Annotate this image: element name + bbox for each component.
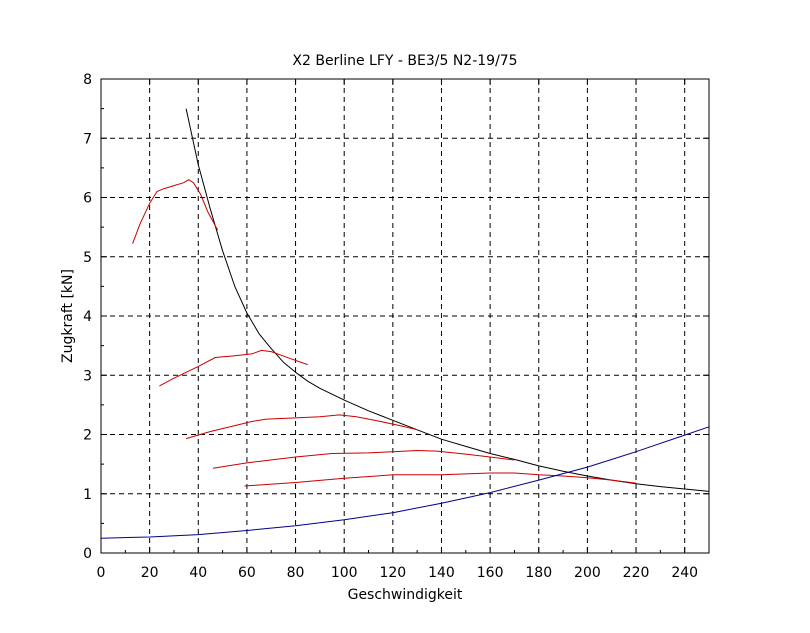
x-tick-label: 100	[331, 565, 358, 581]
y-tick-label: 1	[83, 487, 92, 503]
x-tick-label: 200	[574, 565, 601, 581]
y-tick-label: 0	[83, 546, 92, 562]
envelope-curve-0	[185, 108, 710, 492]
x-tick-label: 40	[189, 565, 207, 581]
y-tick-label: 8	[83, 72, 92, 88]
gear-curve-5	[244, 472, 637, 487]
y-tick-label: 6	[83, 191, 92, 207]
x-tick-label: 0	[97, 565, 106, 581]
y-tick-label: 2	[83, 428, 92, 444]
x-tick-label: 80	[287, 565, 305, 581]
x-tick-label: 180	[525, 565, 552, 581]
gear-curve-1	[132, 179, 219, 244]
x-tick-label: 220	[623, 565, 650, 581]
resistance-curve-6	[100, 426, 710, 539]
x-tick-label: 120	[379, 565, 406, 581]
x-tick-label: 20	[141, 565, 159, 581]
y-axis-label: Zugkraft [kN]	[60, 269, 76, 363]
grid	[101, 79, 709, 553]
x-tick-label: 60	[238, 565, 256, 581]
y-tick-label: 3	[83, 368, 92, 384]
gear-curve-2	[159, 349, 308, 387]
gear-curve-4	[212, 450, 515, 469]
x-tick-label: 140	[428, 565, 455, 581]
ticks: 0 20 40 60 80 100 120 140 160 180 200 220 240 0 1 2 3 4 5 6…	[83, 72, 709, 581]
series-layer	[100, 108, 710, 539]
x-tick-label: 240	[671, 565, 698, 581]
x-axis-label: Geschwindigkeit	[348, 587, 463, 603]
x-tick-label: 160	[477, 565, 504, 581]
chart-title: X2 Berline LFY - BE3/5 N2-19/75	[292, 53, 517, 69]
y-tick-label: 4	[83, 309, 92, 325]
y-tick-label: 5	[83, 250, 92, 266]
y-tick-label: 7	[83, 131, 92, 147]
gear-curve-3	[185, 414, 418, 440]
